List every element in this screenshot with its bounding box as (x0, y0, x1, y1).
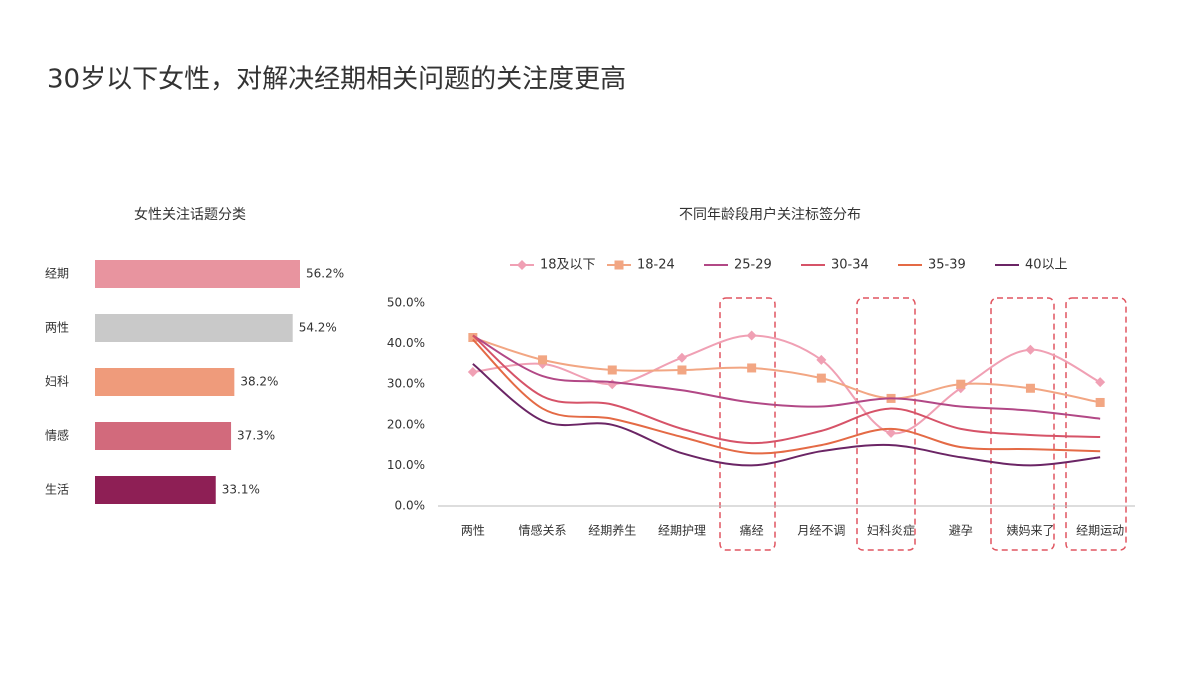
bar (95, 476, 216, 504)
x-tick-label: 痛经 (740, 523, 764, 538)
legend-marker (614, 260, 624, 270)
value-label: 54.2% (299, 321, 337, 335)
legend-label: 40以上 (1025, 258, 1068, 273)
series-line (472, 334, 1101, 445)
marker (468, 333, 478, 343)
chart-title: 不同年龄段用户关注标签分布 (679, 206, 861, 223)
y-tick-label: 30.0% (387, 377, 425, 391)
x-tick-label: 经期养生 (588, 523, 636, 538)
series-line (472, 336, 1101, 404)
y-tick-label: 50.0% (387, 296, 425, 310)
legend-label: 18及以下 (540, 258, 596, 273)
x-tick-label: 月经不调 (797, 524, 845, 538)
y-tick-label: 生活 (45, 483, 69, 497)
marker (467, 367, 478, 378)
x-tick-label: 两性 (461, 524, 485, 538)
value-label: 38.2% (240, 375, 278, 389)
y-tick-label: 两性 (45, 321, 69, 335)
marker (607, 379, 618, 390)
legend-label: 30-34 (831, 258, 869, 273)
y-tick-label: 10.0% (387, 458, 425, 472)
bar (95, 422, 232, 450)
chart-title: 女性关注话题分类 (134, 206, 246, 223)
y-tick-label: 40.0% (387, 336, 425, 350)
value-label: 33.1% (222, 483, 260, 497)
highlight-box (719, 297, 776, 551)
x-tick-label: 经期运动 (1076, 524, 1124, 538)
marker (677, 365, 687, 375)
series-line (472, 334, 1101, 420)
marker (1025, 344, 1036, 355)
y-tick-label: 妇科 (45, 375, 69, 389)
marker (746, 330, 757, 341)
bar (95, 260, 300, 288)
marker (816, 373, 826, 383)
legend-label: 18-24 (637, 258, 675, 273)
highlight-box (1065, 297, 1127, 551)
marker (747, 363, 757, 373)
marker (1095, 377, 1106, 388)
x-tick-label: 经期护理 (658, 524, 706, 538)
y-tick-label: 情感 (45, 428, 69, 443)
series-line (472, 334, 1101, 435)
marker (1095, 397, 1105, 407)
marker (538, 355, 548, 365)
marker (886, 427, 897, 438)
legend-marker (517, 260, 527, 270)
bar (95, 368, 235, 396)
value-label: 37.3% (237, 429, 275, 443)
legend-label: 35-39 (928, 258, 966, 273)
y-tick-label: 经期 (45, 267, 69, 281)
legend-label: 25-29 (734, 258, 772, 273)
highlight-box (856, 297, 916, 551)
marker (816, 354, 827, 365)
marker (1025, 383, 1035, 393)
series-line (472, 338, 1101, 455)
marker (607, 365, 617, 375)
highlight-box (990, 297, 1055, 551)
x-tick-label: 避孕 (949, 524, 973, 538)
x-tick-label: 姨妈来了 (1006, 524, 1054, 538)
y-tick-label: 0.0% (395, 499, 426, 513)
y-tick-label: 20.0% (387, 417, 425, 431)
value-label: 56.2% (306, 267, 344, 281)
x-tick-label: 情感关系 (519, 523, 567, 538)
bar (95, 314, 293, 342)
x-tick-label: 妇科炎症 (867, 523, 915, 538)
marker (676, 352, 687, 363)
slide-title: 30岁以下女性，对解决经期相关问题的关注度更高 (47, 65, 626, 95)
marker (956, 379, 966, 389)
series-line (472, 363, 1101, 467)
